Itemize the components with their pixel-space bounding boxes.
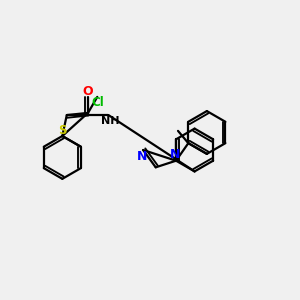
Text: S: S <box>58 124 67 137</box>
Text: NH: NH <box>101 116 119 126</box>
Text: N: N <box>136 150 147 163</box>
Text: O: O <box>82 85 93 98</box>
Text: Cl: Cl <box>91 96 103 109</box>
Text: N: N <box>169 148 180 161</box>
